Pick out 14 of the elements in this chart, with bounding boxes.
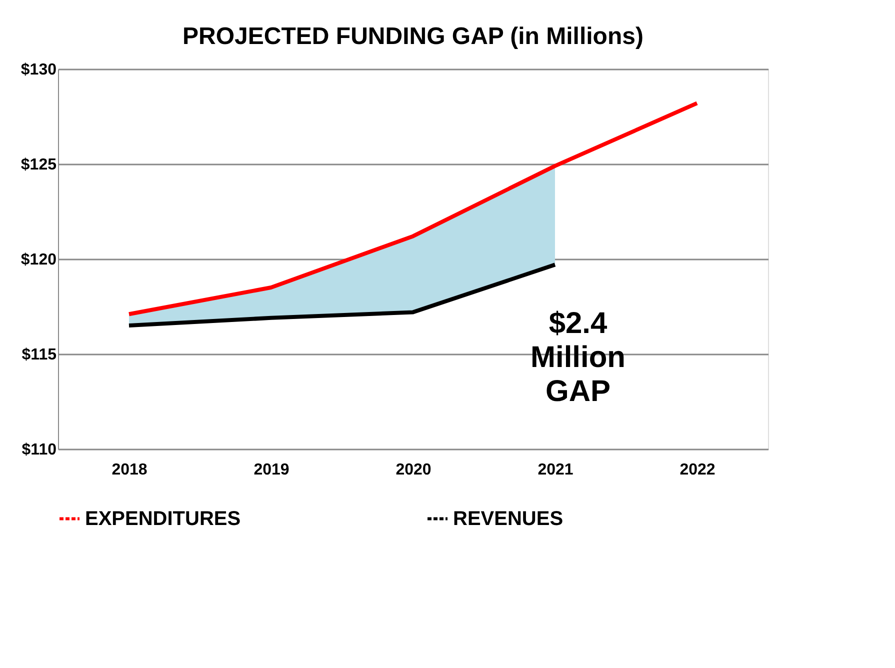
chart-title: PROJECTED FUNDING GAP (in Millions) <box>182 23 644 50</box>
x-tick-label: 2018 <box>112 462 148 478</box>
x-tick-label: 2020 <box>396 462 432 478</box>
x-tick-label: 2021 <box>538 462 574 478</box>
y-tick-label: $110 <box>22 442 57 458</box>
annotation: $2.4 Million GAP <box>530 307 626 408</box>
x-tick-label: 2022 <box>680 462 716 478</box>
y-tick-label: $120 <box>20 252 57 268</box>
x-tick-label: 2019 <box>254 462 290 478</box>
y-tick-label: $125 <box>20 156 57 174</box>
y-tick-label: $115 <box>22 346 57 364</box>
legend-label: EXPENDITURES <box>85 508 241 530</box>
legend-label: REVENUES <box>453 508 564 530</box>
y-tick-label: $130 <box>20 62 57 78</box>
